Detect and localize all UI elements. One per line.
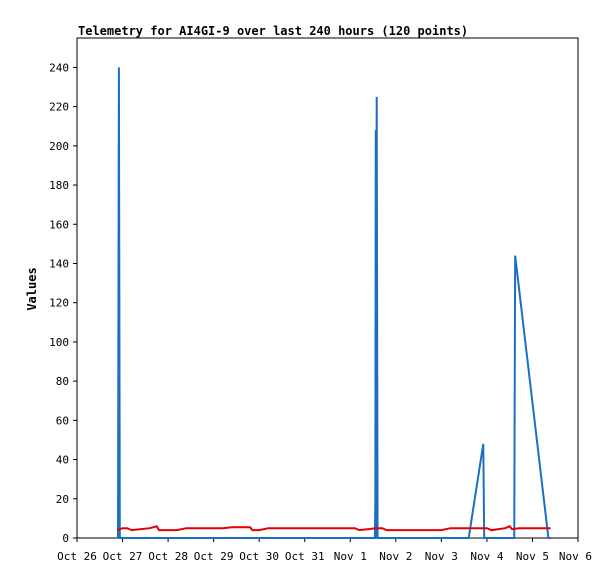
y-tick-label: 60 [56, 414, 69, 427]
series-line-blue [116, 67, 551, 539]
y-tick-label: 240 [49, 61, 69, 74]
y-tick-label: 120 [49, 297, 69, 310]
x-axis: Oct 26 Oct 27 Oct 28 Oct 29 Oct 30 Oct 31 Nov … [57, 538, 592, 563]
x-tick-label: Nov 2 [379, 550, 412, 563]
x-tick-label: Nov 3 [425, 550, 458, 563]
x-tick-label: Oct 27 [103, 550, 143, 563]
x-tick-label: Oct 29 [194, 550, 234, 563]
x-tick-label: Oct 26 [57, 550, 97, 563]
x-tick-label: Oct 28 [148, 550, 188, 563]
x-tick-label: Nov 1 [334, 550, 367, 563]
y-tick-label: 40 [56, 454, 69, 467]
y-tick-label: 220 [49, 101, 69, 114]
x-tick-label: Oct 31 [285, 550, 325, 563]
chart-title: Telemetry for AI4GI-9 over last 240 hour… [78, 24, 468, 38]
y-tick-label: 0 [62, 532, 69, 545]
series-layer [116, 67, 551, 539]
y-tick-label: 140 [49, 257, 69, 270]
x-tick-label: Oct 30 [239, 550, 279, 563]
y-tick-label: 100 [49, 336, 69, 349]
series-line-red [116, 525, 551, 532]
y-tick-label: 200 [49, 140, 69, 153]
y-tick-label: 20 [56, 493, 69, 506]
y-tick-label: 80 [56, 375, 69, 388]
y-tick-label: 180 [49, 179, 69, 192]
x-tick-label: Nov 4 [470, 550, 503, 563]
x-tick-label: Nov 5 [516, 550, 549, 563]
y-tick-label: 160 [49, 218, 69, 231]
y-axis: 0 20 40 60 80 100 120 140 160 180 200 220 240 [49, 61, 77, 545]
x-tick-label: Nov 6 [559, 550, 592, 563]
y-axis-label: Values [25, 267, 39, 310]
